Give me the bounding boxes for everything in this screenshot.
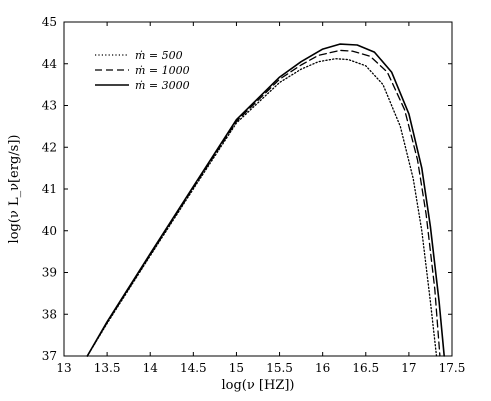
series-line-2 [86, 43, 446, 357]
legend-label-mdot-3000: ṁ = 3000 [135, 79, 190, 92]
x-tick-label: 15.5 [266, 361, 293, 375]
x-axis-title: log(ν [HZ]) [222, 378, 295, 393]
y-tick-label: 45 [42, 15, 57, 29]
legend: ṁ = 500 ṁ = 1000 ṁ = 3000 [95, 49, 190, 92]
x-tick-label: 13.5 [94, 361, 121, 375]
y-tick-label: 37 [42, 349, 57, 363]
x-tick-label: 14.5 [180, 361, 207, 375]
y-tick-label: 40 [42, 224, 57, 238]
x-tick-label: 15 [229, 361, 244, 375]
x-tick-label: 13 [56, 361, 71, 375]
y-tick-label: 39 [42, 266, 57, 280]
y-tick-label: 42 [42, 140, 57, 154]
x-tick-label: 16 [315, 361, 330, 375]
series-line-1 [86, 49, 441, 357]
x-tick-label: 17 [401, 361, 416, 375]
y-tick-label: 44 [42, 57, 58, 71]
x-tick-label: 16.5 [352, 361, 379, 375]
x-axis-ticks: 13 13.5 14 14.5 15 15.5 16 16.5 17 17.5 [56, 22, 465, 375]
y-tick-label: 41 [42, 182, 57, 196]
series-line-0 [86, 58, 438, 357]
y-axis-ticks: 37 38 39 40 41 42 43 44 45 [42, 15, 452, 363]
y-tick-label: 38 [42, 307, 57, 321]
y-tick-label: 43 [42, 99, 57, 113]
plot-frame [63, 21, 453, 357]
x-tick-label: 14 [143, 361, 159, 375]
legend-label-mdot-500: ṁ = 500 [135, 49, 183, 62]
x-tick-label: 17.5 [439, 361, 466, 375]
series-lines [86, 43, 446, 357]
y-axis-title: log(ν L_ν[erg/s]) [7, 135, 22, 244]
legend-label-mdot-1000: ṁ = 1000 [135, 64, 190, 77]
